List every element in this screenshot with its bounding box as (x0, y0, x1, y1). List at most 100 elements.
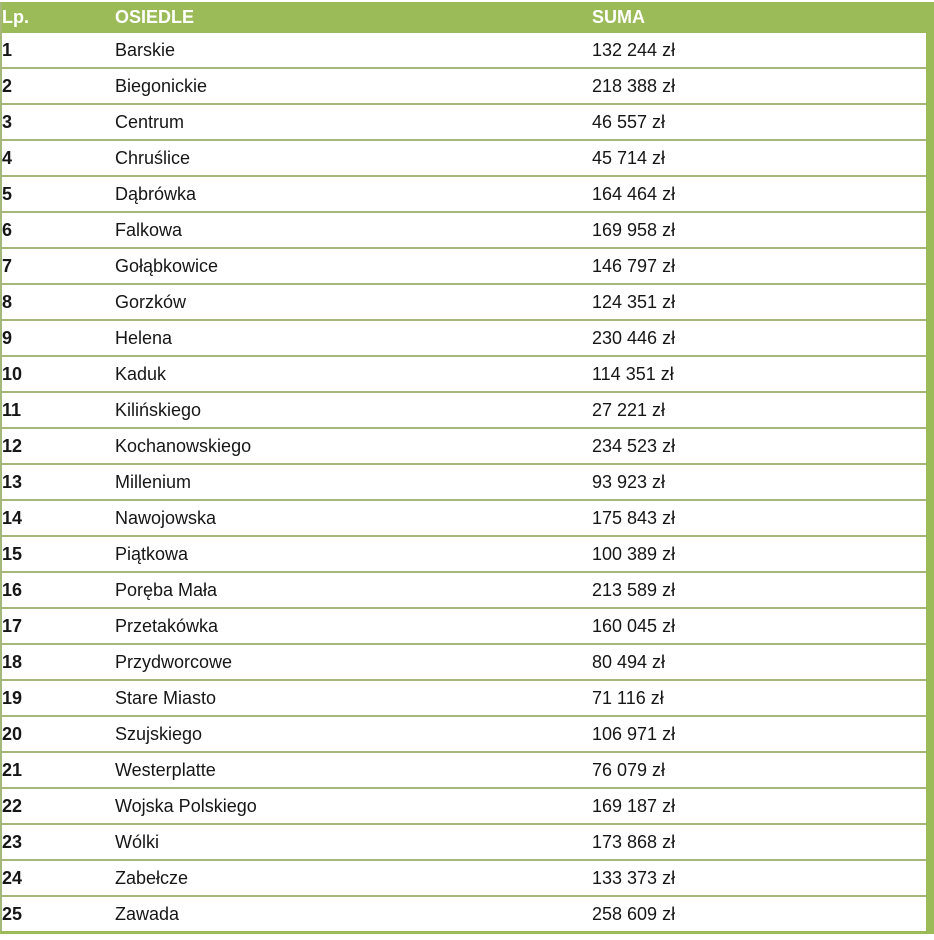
cell-lp: 17 (1, 608, 115, 645)
cell-suma: 114 351 zł (592, 356, 930, 393)
cell-lp: 9 (1, 320, 115, 357)
cell-lp: 14 (1, 500, 115, 537)
cell-suma: 45 714 zł (592, 140, 930, 177)
cell-lp: 4 (1, 140, 115, 177)
table-body: 1 Barskie 132 244 zł 2 Biegonickie 218 388 zł… (1, 33, 930, 934)
header-cell-suma: SUMA (592, 2, 930, 33)
table-row: 5 Dąbrówka 164 464 zł (1, 176, 930, 213)
cell-osiedle: Kilińskiego (115, 392, 592, 429)
cell-lp: 3 (1, 104, 115, 141)
table-row: 6 Falkowa 169 958 zł (1, 212, 930, 249)
cell-suma: 230 446 zł (592, 320, 930, 357)
header-cell-lp: Lp. (1, 2, 115, 33)
table-row: 10 Kaduk 114 351 zł (1, 356, 930, 393)
cell-osiedle: Stare Miasto (115, 680, 592, 717)
cell-osiedle: Falkowa (115, 212, 592, 249)
cell-suma: 106 971 zł (592, 716, 930, 753)
header-row: Lp. OSIEDLE SUMA (1, 2, 930, 33)
table-row: 2 Biegonickie 218 388 zł (1, 68, 930, 105)
cell-suma: 124 351 zł (592, 284, 930, 321)
table-row: 8 Gorzków 124 351 zł (1, 284, 930, 321)
cell-suma: 76 079 zł (592, 752, 930, 789)
cell-suma: 173 868 zł (592, 824, 930, 861)
cell-lp: 22 (1, 788, 115, 825)
cell-lp: 19 (1, 680, 115, 717)
cell-lp: 8 (1, 284, 115, 321)
cell-osiedle: Centrum (115, 104, 592, 141)
cell-suma: 132 244 zł (592, 33, 930, 69)
cell-osiedle: Biegonickie (115, 68, 592, 105)
table-row: 20 Szujskiego 106 971 zł (1, 716, 930, 753)
cell-osiedle: Nawojowska (115, 500, 592, 537)
cell-lp: 23 (1, 824, 115, 861)
cell-lp: 5 (1, 176, 115, 213)
cell-suma: 71 116 zł (592, 680, 930, 717)
table-row: 15 Piątkowa 100 389 zł (1, 536, 930, 573)
cell-suma: 169 187 zł (592, 788, 930, 825)
cell-osiedle: Przetakówka (115, 608, 592, 645)
cell-lp: 10 (1, 356, 115, 393)
cell-suma: 160 045 zł (592, 608, 930, 645)
cell-lp: 20 (1, 716, 115, 753)
cell-suma: 175 843 zł (592, 500, 930, 537)
table-row: 19 Stare Miasto 71 116 zł (1, 680, 930, 717)
table-row: 21 Westerplatte 76 079 zł (1, 752, 930, 789)
cell-lp: 25 (1, 896, 115, 934)
cell-osiedle: Poręba Mała (115, 572, 592, 609)
cell-osiedle: Kaduk (115, 356, 592, 393)
cell-osiedle: Przydworcowe (115, 644, 592, 681)
cell-osiedle: Dąbrówka (115, 176, 592, 213)
table-row: 17 Przetakówka 160 045 zł (1, 608, 930, 645)
table-row: 14 Nawojowska 175 843 zł (1, 500, 930, 537)
table-row: 1 Barskie 132 244 zł (1, 33, 930, 69)
cell-osiedle: Barskie (115, 33, 592, 69)
cell-suma: 100 389 zł (592, 536, 930, 573)
cell-lp: 18 (1, 644, 115, 681)
cell-osiedle: Szujskiego (115, 716, 592, 753)
cell-suma: 169 958 zł (592, 212, 930, 249)
cell-lp: 16 (1, 572, 115, 609)
cell-lp: 13 (1, 464, 115, 501)
cell-osiedle: Zabełcze (115, 860, 592, 897)
table-row: 23 Wólki 173 868 zł (1, 824, 930, 861)
table-row: 25 Zawada 258 609 zł (1, 896, 930, 934)
cell-osiedle: Zawada (115, 896, 592, 934)
cell-lp: 24 (1, 860, 115, 897)
table-row: 16 Poręba Mała 213 589 zł (1, 572, 930, 609)
cell-osiedle: Gołąbkowice (115, 248, 592, 285)
cell-suma: 218 388 zł (592, 68, 930, 105)
cell-osiedle: Helena (115, 320, 592, 357)
cell-osiedle: Piątkowa (115, 536, 592, 573)
cell-lp: 11 (1, 392, 115, 429)
header-cell-osiedle: OSIEDLE (115, 2, 592, 33)
cell-lp: 12 (1, 428, 115, 465)
cell-suma: 133 373 zł (592, 860, 930, 897)
cell-osiedle: Gorzków (115, 284, 592, 321)
cell-suma: 164 464 zł (592, 176, 930, 213)
cell-suma: 80 494 zł (592, 644, 930, 681)
table-row: 24 Zabełcze 133 373 zł (1, 860, 930, 897)
table-row: 22 Wojska Polskiego 169 187 zł (1, 788, 930, 825)
table-header: Lp. OSIEDLE SUMA (1, 2, 930, 33)
cell-osiedle: Millenium (115, 464, 592, 501)
table-row: 4 Chruślice 45 714 zł (1, 140, 930, 177)
cell-osiedle: Westerplatte (115, 752, 592, 789)
cell-osiedle: Wólki (115, 824, 592, 861)
cell-suma: 27 221 zł (592, 392, 930, 429)
table-row: 3 Centrum 46 557 zł (1, 104, 930, 141)
cell-suma: 258 609 zł (592, 896, 930, 934)
cell-suma: 46 557 zł (592, 104, 930, 141)
table-row: 12 Kochanowskiego 234 523 zł (1, 428, 930, 465)
cell-lp: 21 (1, 752, 115, 789)
cell-suma: 213 589 zł (592, 572, 930, 609)
cell-osiedle: Kochanowskiego (115, 428, 592, 465)
table-row: 18 Przydworcowe 80 494 zł (1, 644, 930, 681)
table-row: 7 Gołąbkowice 146 797 zł (1, 248, 930, 285)
cell-suma: 234 523 zł (592, 428, 930, 465)
cell-lp: 2 (1, 68, 115, 105)
cell-suma: 146 797 zł (592, 248, 930, 285)
table-row: 11 Kilińskiego 27 221 zł (1, 392, 930, 429)
cell-lp: 1 (1, 33, 115, 69)
